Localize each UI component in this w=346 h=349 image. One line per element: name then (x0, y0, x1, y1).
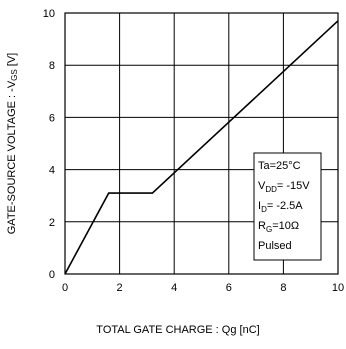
conditions-box-frame (253, 152, 322, 261)
condition-line: Ta=25°C (258, 160, 301, 172)
x-tick-label: 0 (62, 282, 68, 294)
condition-line: VDD= -15V (258, 180, 310, 194)
series-line (64, 20, 339, 275)
series-layer (64, 20, 339, 275)
condition-line: ID= -2.5A (258, 200, 303, 214)
x-tick-label: 10 (332, 282, 344, 294)
y-tick-label: 8 (49, 60, 55, 72)
condition-symbol: I (258, 200, 261, 212)
x-tick-label: 8 (280, 282, 286, 294)
x-tick-label: 6 (226, 282, 232, 294)
condition-value: = -2.5A (267, 200, 303, 212)
tick-labels: 0 2 4 6 8 10 0 2 4 6 8 10 (43, 8, 344, 294)
y-tick-label: 4 (49, 165, 55, 177)
condition-subscript: D (261, 205, 267, 214)
condition-symbol: V (258, 180, 266, 192)
y-axis-title-unit: [V] (6, 53, 18, 70)
condition-symbol: R (258, 220, 266, 232)
condition-line: RG=10Ω (258, 220, 299, 234)
y-tick-label: 0 (49, 269, 55, 281)
y-axis-title-subscript: GS (10, 69, 19, 81)
condition-symbol: Pulsed (258, 240, 292, 252)
condition-line: Pulsed (258, 240, 292, 252)
y-axis-title-main: GATE-SOURCE VOLTAGE : -V (6, 80, 18, 234)
y-tick-label: 6 (49, 112, 55, 124)
condition-subscript: DD (265, 185, 277, 194)
condition-value: =10Ω (272, 220, 299, 232)
condition-subscript: G (266, 225, 272, 234)
y-tick-label: 2 (49, 217, 55, 229)
y-axis-title: GATE-SOURCE VOLTAGE : -VGS [V] (6, 53, 19, 235)
x-axis-title: TOTAL GATE CHARGE : Qg [nC] (96, 324, 259, 336)
condition-symbol: Ta=25°C (258, 160, 301, 172)
x-tick-label: 4 (171, 282, 177, 294)
grid (65, 13, 338, 274)
y-tick-label: 10 (43, 8, 55, 20)
condition-value: = -15V (277, 180, 310, 192)
x-tick-label: 2 (117, 282, 123, 294)
plot-area-frame (64, 12, 339, 275)
